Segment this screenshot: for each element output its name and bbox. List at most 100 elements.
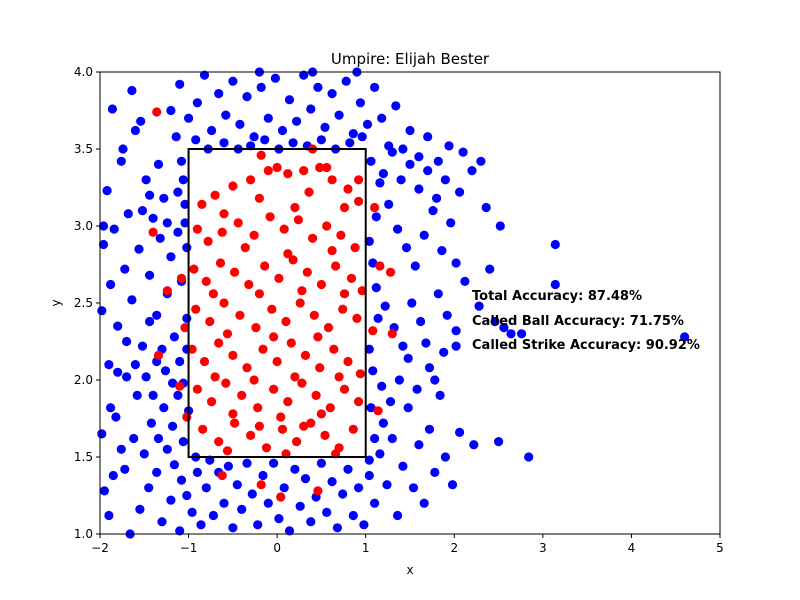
strike-point	[277, 424, 288, 434]
ball-point	[120, 264, 130, 274]
strike-point	[322, 221, 332, 231]
ball-point	[162, 444, 172, 454]
strike-point	[214, 437, 224, 447]
strike-point	[254, 289, 264, 299]
ball-point	[214, 89, 224, 99]
ball-point	[405, 125, 415, 136]
ball-point	[481, 202, 491, 213]
ball-point	[408, 483, 419, 493]
ball-point	[401, 243, 412, 253]
ball-point	[348, 129, 358, 139]
ball-point	[178, 175, 188, 185]
ball-point	[192, 98, 202, 108]
ball-point	[341, 76, 351, 86]
ball-point	[175, 356, 185, 367]
strike-point	[297, 378, 307, 388]
strike-point	[246, 175, 256, 185]
ball-point	[139, 449, 149, 459]
ball-point	[176, 156, 187, 166]
ball-point	[106, 403, 116, 413]
strike-point	[279, 224, 289, 234]
ball-point	[517, 329, 527, 339]
strike-point	[299, 166, 309, 176]
ball-point	[371, 283, 381, 293]
ball-point	[187, 507, 197, 517]
ball-point	[145, 270, 155, 280]
ball-point	[169, 460, 179, 470]
strike-point	[354, 397, 364, 407]
strike-point	[256, 150, 266, 160]
ball-point	[391, 101, 401, 111]
ball-point	[146, 418, 156, 428]
ball-point	[474, 301, 484, 311]
ball-point	[506, 329, 516, 339]
ball-point	[106, 279, 116, 290]
ball-point	[157, 517, 167, 527]
ball-point	[284, 95, 295, 105]
ball-point	[182, 490, 192, 501]
ball-point	[102, 186, 112, 196]
strike-point	[274, 273, 284, 283]
ball-point	[173, 187, 183, 197]
ball-point	[130, 360, 140, 370]
ball-point	[373, 313, 383, 323]
ball-point	[377, 113, 387, 123]
ball-point	[455, 427, 465, 437]
ball-point	[171, 132, 181, 142]
strike-point	[339, 202, 350, 213]
ball-point	[135, 504, 145, 514]
strike-point	[208, 289, 218, 299]
ball-point	[414, 184, 424, 194]
ball-point	[145, 316, 155, 327]
points-layer	[97, 67, 690, 539]
ball-point	[299, 70, 309, 80]
ball-point	[258, 470, 268, 481]
y-tick-label: 1.0	[74, 527, 93, 541]
ball-point	[116, 444, 126, 454]
ball-point	[153, 159, 164, 169]
ball-point	[364, 344, 374, 354]
ball-point	[451, 341, 461, 351]
ball-point	[451, 258, 461, 268]
ball-point	[394, 375, 404, 385]
strike-point	[269, 384, 279, 394]
strike-point	[352, 313, 362, 323]
ball-point	[228, 523, 238, 533]
strike-point	[253, 403, 263, 413]
ball-point	[148, 213, 158, 223]
ball-point	[97, 429, 107, 439]
strike-point	[189, 264, 199, 274]
x-tick-label: 0	[273, 541, 281, 555]
strike-point	[387, 329, 397, 339]
strike-point	[357, 286, 367, 296]
strike-point	[180, 323, 190, 333]
ball-point	[380, 301, 390, 311]
strike-point	[233, 218, 243, 228]
ball-point	[132, 390, 142, 400]
strike-point	[355, 369, 365, 379]
ball-point	[316, 135, 326, 145]
strike-point	[286, 338, 296, 348]
ball-point	[428, 206, 438, 216]
strike-point	[148, 227, 158, 237]
strike-point	[254, 193, 264, 203]
strike-point	[210, 190, 220, 200]
ball-point	[458, 147, 468, 157]
ball-point	[269, 458, 279, 468]
y-tick-label: 3.0	[74, 219, 93, 233]
ball-point	[228, 76, 238, 86]
strike-point	[276, 412, 286, 422]
strike-point	[237, 390, 247, 400]
ball-point	[460, 276, 470, 286]
ball-point	[288, 138, 298, 148]
ball-point	[446, 218, 456, 228]
x-tick-label: −1	[180, 541, 198, 555]
ball-point	[469, 440, 479, 450]
ball-point	[160, 366, 171, 376]
ball-point	[192, 467, 202, 477]
ball-point	[364, 455, 374, 465]
strike-point	[309, 310, 319, 320]
strike-point	[350, 243, 360, 253]
y-axis-label: y	[49, 299, 63, 306]
